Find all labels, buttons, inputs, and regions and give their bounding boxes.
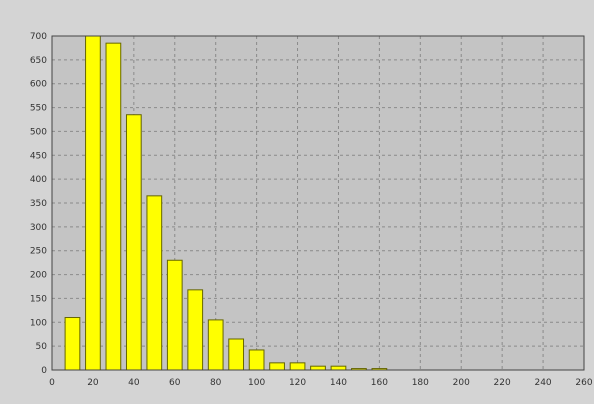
y-tick-label: 150 [30,294,47,304]
y-tick-label: 450 [30,151,47,161]
y-tick-label: 650 [30,56,47,66]
x-tick-label: 220 [494,378,511,388]
bar [207,319,224,371]
y-tick-label: 200 [30,271,47,281]
bar [248,349,265,371]
y-tick-label: 0 [41,366,47,376]
bar [85,35,101,371]
y-tick-label: 100 [30,318,47,328]
bar [330,365,347,371]
x-tick-label: 240 [534,378,551,388]
x-tick-label: 160 [371,378,388,388]
x-tick-label: 100 [248,378,265,388]
y-tick-label: 700 [30,32,47,42]
bar [310,365,326,371]
x-tick-label: 180 [412,378,429,388]
y-tick-label: 300 [30,223,47,233]
bar [146,195,163,371]
x-tick-label: 20 [87,378,99,388]
y-tick-label: 550 [30,104,47,114]
bar [228,338,245,371]
plot-frame [51,35,585,371]
y-tick-label: 250 [30,247,47,257]
x-tick-label: 40 [128,378,140,388]
x-tick-label: 0 [49,378,55,388]
y-tick-label: 600 [30,80,47,90]
x-tick-label: 260 [575,378,592,388]
x-tick-label: 120 [289,378,306,388]
y-axis-ticks: 0 50 100 150 200 250 300 350 400 450 500 550 600 650 7… [30,32,47,376]
bar [125,114,142,371]
bar [64,317,81,371]
grid-lines [52,36,584,370]
bars [64,35,388,371]
bar [166,259,183,371]
y-tick-label: 350 [30,199,47,209]
y-tick-label: 500 [30,127,47,137]
x-tick-label: 60 [169,378,181,388]
y-tick-label: 50 [36,342,48,352]
y-tick-label: 400 [30,175,47,185]
x-tick-label: 200 [453,378,470,388]
bar [289,362,306,371]
x-tick-label: 140 [330,378,347,388]
bar [269,362,285,371]
x-axis-ticks: 0 20 40 60 80 100 120 140 160 180 200 220 240 260 [49,378,593,388]
x-tick-label: 80 [210,378,222,388]
bar [187,289,204,371]
bar [105,42,122,371]
